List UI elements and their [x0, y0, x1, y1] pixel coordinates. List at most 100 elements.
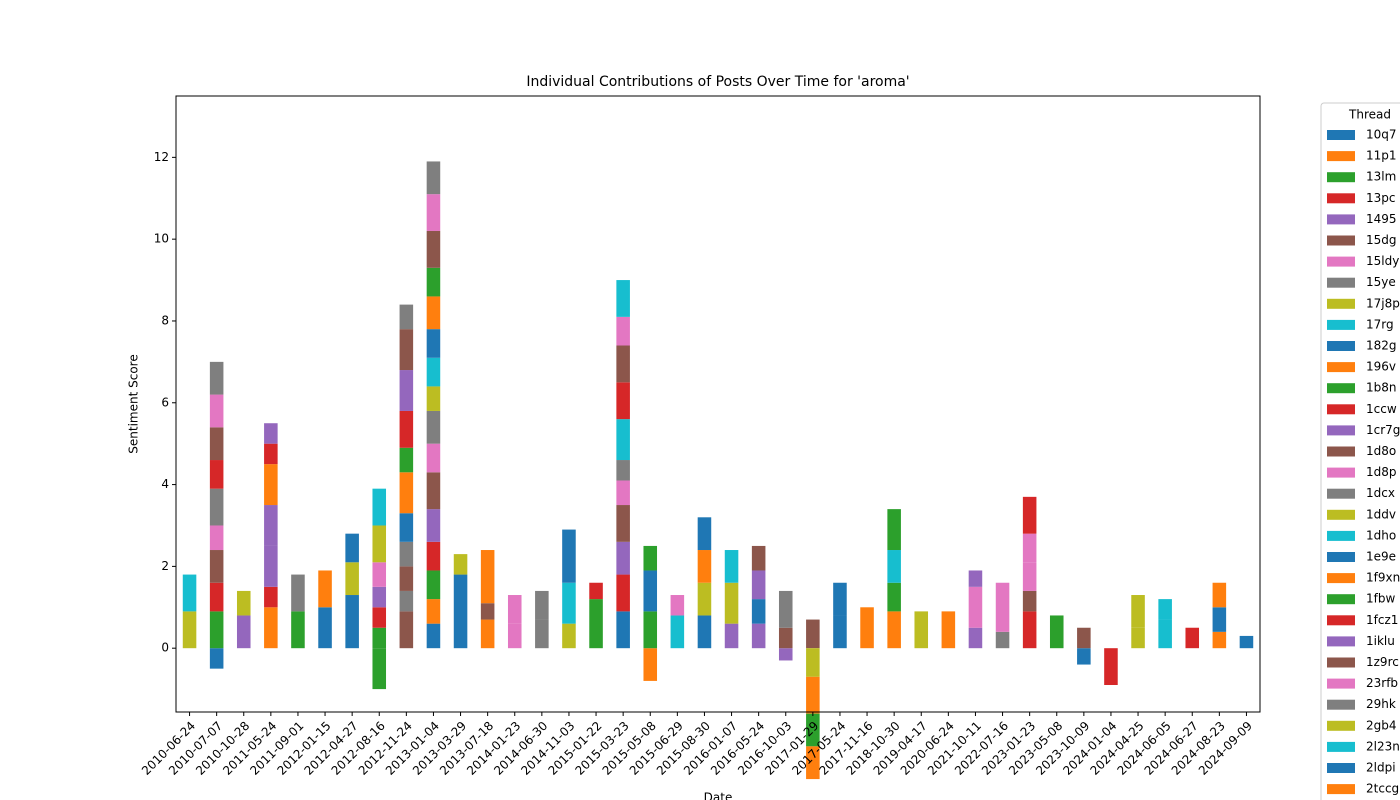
bar-segment — [426, 230, 441, 268]
legend-label: 1dho — [1366, 528, 1396, 542]
bar-segment — [616, 541, 630, 575]
legend-label: 1495 — [1366, 212, 1397, 226]
legend-label: 2tccg — [1366, 782, 1399, 796]
bar-segment — [209, 488, 224, 526]
bar-segment — [372, 562, 387, 587]
bar-segment — [372, 627, 387, 649]
bar-segment — [562, 529, 576, 583]
bar-segment — [833, 615, 847, 649]
bar-segment — [724, 582, 739, 624]
legend-swatch — [1327, 130, 1355, 140]
legend-swatch — [1327, 678, 1355, 689]
bar-segment — [264, 545, 278, 587]
bar-segment — [643, 648, 658, 681]
bar-segment — [535, 590, 549, 620]
legend-label: 1d8p — [1366, 465, 1397, 479]
plot-area — [182, 161, 1254, 780]
bar-segment — [318, 607, 332, 649]
bar-segment — [209, 460, 224, 489]
bar-segment — [426, 194, 441, 231]
legend-swatch — [1327, 636, 1355, 647]
legend-label: 17rg — [1366, 317, 1394, 331]
bar-segment — [209, 361, 224, 395]
bar-segment — [643, 545, 658, 571]
bar-segment — [209, 611, 224, 649]
chart-title: Individual Contributions of Posts Over T… — [526, 74, 909, 90]
legend-swatch — [1327, 214, 1355, 225]
bar-segment — [1131, 595, 1145, 628]
bar-segment — [209, 427, 224, 461]
bar-segment — [562, 582, 576, 624]
legend-label: 15ye — [1366, 275, 1396, 289]
bar-segment — [616, 382, 630, 420]
legend-label: 1e9e — [1366, 550, 1396, 564]
legend-label: 1z9rc — [1366, 655, 1399, 669]
bar-segment — [1212, 631, 1227, 649]
bar-segment — [426, 267, 441, 297]
bar-segment — [1239, 635, 1254, 649]
bar-segment — [426, 357, 441, 387]
legend-label: 1dcx — [1366, 486, 1395, 500]
bar-segment — [209, 525, 224, 551]
bar-segment — [236, 590, 251, 616]
legend-swatch — [1327, 362, 1355, 373]
bar-segment — [616, 480, 630, 506]
bar-segment — [697, 550, 712, 583]
bar-segment — [345, 595, 359, 649]
bar-segment — [1104, 648, 1118, 686]
legend-swatch — [1327, 784, 1355, 795]
legend-label: 13lm — [1366, 170, 1396, 184]
bar-segment — [399, 590, 414, 612]
bar-segment — [1022, 590, 1037, 612]
legend: Thread 10q7 11p1 13lm 13pc 1495 15dg 15ldy 15ye… — [1320, 102, 1400, 800]
y-tick-label: 4 — [161, 477, 169, 491]
bar-segment — [209, 394, 224, 428]
bar-segment — [291, 574, 305, 612]
legend-swatch — [1327, 256, 1355, 267]
bar-segment — [724, 550, 739, 583]
bar-segment — [751, 570, 766, 600]
legend-swatch — [1327, 488, 1355, 499]
bar-segment — [426, 599, 441, 624]
legend-label: 29hk — [1366, 697, 1396, 711]
bar-segment — [1077, 627, 1091, 649]
y-tick-label: 8 — [161, 313, 169, 327]
bar-segment — [995, 631, 1010, 649]
bar-segment — [399, 513, 414, 542]
legend-label: 1d8o — [1366, 444, 1396, 458]
bar-segment — [724, 623, 739, 649]
legend-swatch — [1327, 699, 1355, 710]
bar-segment — [209, 648, 224, 669]
bar-segment — [697, 582, 712, 616]
bar-segment — [1022, 562, 1037, 591]
bar-segment — [372, 586, 387, 608]
y-tick-label: 6 — [161, 395, 169, 409]
y-tick-label: 0 — [161, 641, 169, 655]
bar-segment — [1212, 607, 1227, 632]
bar-segment — [426, 443, 441, 473]
bar-segment — [887, 582, 901, 612]
bar-segment — [1022, 533, 1037, 563]
bar-segment — [507, 595, 522, 624]
bar-segment — [616, 345, 630, 383]
bar-segment — [887, 550, 901, 583]
bar-segment — [236, 615, 251, 649]
legend-label: 1cr7g — [1366, 423, 1400, 437]
bar-segment — [426, 296, 441, 330]
bar-segment — [616, 505, 630, 542]
legend-swatch — [1327, 594, 1355, 605]
bar-segment — [616, 280, 630, 317]
y-axis-label: Sentiment Score — [127, 354, 141, 453]
bar-segment — [453, 574, 468, 649]
bar-segment — [480, 550, 495, 604]
legend-label: 1iklu — [1366, 634, 1395, 648]
legend-swatch — [1327, 763, 1355, 773]
bar-segment — [399, 611, 414, 649]
legend-label: 2gb4 — [1366, 718, 1397, 732]
legend-swatch — [1327, 298, 1355, 309]
bar-segment — [616, 419, 630, 461]
bar-segment — [399, 304, 414, 330]
y-tick-label: 2 — [161, 559, 169, 573]
bar-segment — [751, 623, 766, 649]
